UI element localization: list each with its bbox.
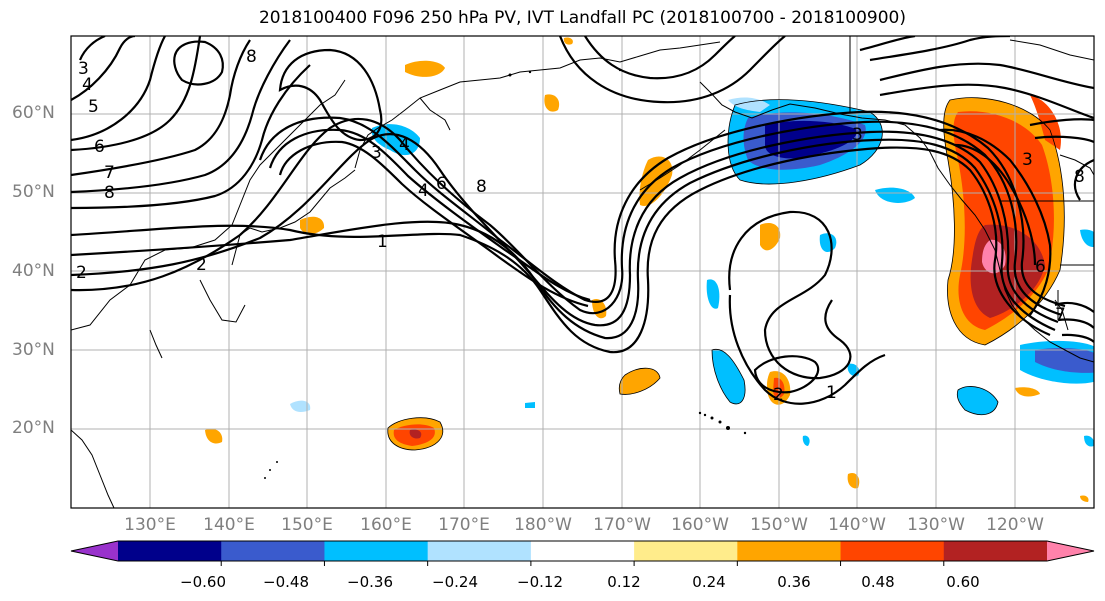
colorbar-segment (840, 541, 945, 561)
contour-label: 4 (399, 135, 410, 155)
islands (264, 68, 747, 479)
lon-label: 130°E (124, 515, 176, 535)
colorbar-tick-label: 0.60 (946, 573, 980, 591)
contour-label: 3 (1022, 150, 1033, 170)
colorbar-tick-label: 0.48 (861, 573, 895, 591)
colorbar-tick-label: −0.24 (432, 573, 478, 591)
colorbar-segment (427, 541, 532, 561)
colorbar-segment (118, 541, 222, 561)
contour-label: 8 (246, 47, 257, 67)
colorbar-tick-label: −0.12 (517, 573, 563, 591)
contour-label: 3 (852, 125, 863, 145)
lon-label: 130°W (907, 515, 965, 535)
contour-label: 3 (371, 143, 382, 163)
lat-label: 20°N (12, 418, 55, 438)
colorbar (70, 540, 1095, 566)
lon-label: 180°W (514, 515, 572, 535)
contour-label: 6 (436, 174, 447, 194)
contour-label: 8 (1074, 167, 1085, 187)
lat-label: 60°N (12, 103, 55, 123)
lon-label: 170°E (438, 515, 490, 535)
lon-label: 140°W (828, 515, 886, 535)
contour-label: 5 (88, 97, 99, 117)
contour-label: 6 (94, 137, 105, 157)
colorbar-tick-label: −0.60 (180, 573, 226, 591)
lat-label: 50°N (12, 182, 55, 202)
lon-label: 140°E (203, 515, 255, 535)
contour-label: 3 (78, 59, 89, 79)
lon-label: 160°E (360, 515, 412, 535)
lon-label: 170°W (593, 515, 651, 535)
colorbar-tick-label: 0.24 (692, 573, 726, 591)
political-borders (849, 36, 1094, 320)
lon-label: 120°W (986, 515, 1044, 535)
contour-label: 4 (82, 75, 93, 95)
contour-label: 1 (377, 232, 388, 252)
lon-label: 150°W (750, 515, 808, 535)
contour-label: 7 (1055, 305, 1066, 325)
colorbar-segment (737, 541, 842, 561)
contour-label: 4 (418, 181, 429, 201)
colorbar-tick-label: 0.36 (777, 573, 811, 591)
colorbar-segment (221, 541, 325, 561)
gridlines (71, 36, 1094, 508)
colorbar-tick-label: 0.12 (607, 573, 641, 591)
contour-label: 8 (104, 183, 115, 203)
colorbar-segment (943, 541, 1048, 561)
colorbar-outline (70, 540, 1095, 562)
contour-label: 6 (1035, 257, 1046, 277)
contour-label: 7 (104, 163, 115, 183)
pv-outline (387, 97, 1065, 451)
colorbar-tick-label: −0.36 (347, 573, 393, 591)
contour-label-group: 3 4 5 6 7 8 1 2 2 4 6 8 8 3 4 3 2 1 6 8 (76, 47, 1085, 405)
contour-label: 1 (826, 383, 837, 403)
colorbar-segment (634, 541, 738, 561)
contour-label: 8 (476, 177, 487, 197)
lat-label: 40°N (12, 261, 55, 281)
map-frame (70, 35, 1095, 509)
figure-title: 2018100400 F096 250 hPa PV, IVT Landfall… (258, 8, 906, 28)
lon-label: 160°W (671, 515, 729, 535)
colorbar-segment (324, 541, 429, 561)
ivt-contours (71, 36, 1094, 405)
colorbar-segment (530, 541, 635, 561)
map-background (71, 36, 1094, 508)
anomaly-shading (205, 37, 1094, 502)
contour-label: 2 (76, 263, 87, 283)
lon-label: 150°E (281, 515, 333, 535)
colorbar-extend-low (71, 541, 118, 561)
colorbar-extend-high (1047, 541, 1094, 561)
contour-label: 2 (773, 385, 784, 405)
colorbar-tick-label: −0.48 (263, 573, 309, 591)
contour-label: 2 (196, 255, 207, 275)
lat-label: 30°N (12, 340, 55, 360)
